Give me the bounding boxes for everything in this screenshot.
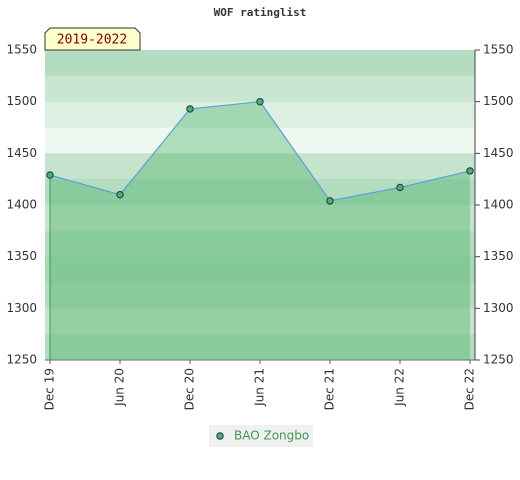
band bbox=[45, 205, 475, 232]
y2-tick-label: 1250 bbox=[483, 353, 514, 367]
band bbox=[45, 256, 475, 283]
y2-tick-label: 1450 bbox=[483, 146, 514, 160]
marker bbox=[256, 97, 264, 106]
x-tick-label: Dec 21 bbox=[323, 368, 337, 410]
x-tick-label: Dec 22 bbox=[463, 368, 477, 410]
x-tick-label: Dec 19 bbox=[43, 368, 57, 410]
y-tick-label: 1550 bbox=[6, 43, 37, 57]
annotation: 2019-2022 bbox=[44, 27, 141, 51]
chart-title: WOF ratinglist bbox=[214, 6, 307, 19]
band bbox=[45, 75, 475, 103]
legend-marker bbox=[216, 432, 224, 440]
marker bbox=[396, 183, 404, 192]
annotation-text: 2019-2022 bbox=[57, 33, 127, 48]
x-tick-label: Jun 22 bbox=[393, 368, 407, 407]
y2-tick-label: 1550 bbox=[483, 43, 514, 57]
y2-tick-label: 1400 bbox=[483, 198, 514, 212]
x-tick-label: Jun 21 bbox=[253, 368, 267, 407]
y2-tick-label: 1500 bbox=[483, 94, 514, 108]
band bbox=[45, 308, 475, 335]
band bbox=[45, 50, 475, 77]
marker bbox=[116, 190, 124, 199]
y-tick-label: 1450 bbox=[6, 146, 37, 160]
marker bbox=[326, 197, 334, 205]
y-tick-label: 1500 bbox=[6, 94, 37, 108]
y-tick-label: 1250 bbox=[6, 353, 37, 367]
band bbox=[45, 179, 475, 206]
band bbox=[45, 334, 475, 361]
legend-box bbox=[209, 425, 313, 447]
marker bbox=[466, 167, 474, 175]
band bbox=[45, 230, 475, 258]
y-tick-label: 1300 bbox=[6, 301, 37, 315]
y2-tick-label: 1300 bbox=[483, 301, 514, 315]
y2-tick-label: 1350 bbox=[483, 249, 514, 263]
band bbox=[45, 101, 475, 128]
band bbox=[45, 127, 475, 154]
band bbox=[45, 282, 475, 309]
marker bbox=[46, 171, 54, 179]
y-tick-label: 1350 bbox=[6, 249, 37, 263]
background-bands bbox=[45, 50, 475, 361]
x-tick-label: Dec 20 bbox=[183, 368, 197, 410]
legend-label: BAO Zongbo bbox=[234, 429, 309, 443]
y-tick-label: 1400 bbox=[6, 198, 37, 212]
legend-item: BAO Zongbo bbox=[209, 425, 313, 447]
annotation-box bbox=[44, 27, 141, 51]
marker bbox=[186, 105, 194, 113]
area bbox=[50, 101, 470, 361]
band bbox=[45, 153, 475, 180]
x-tick-label: Jun 20 bbox=[113, 368, 127, 407]
